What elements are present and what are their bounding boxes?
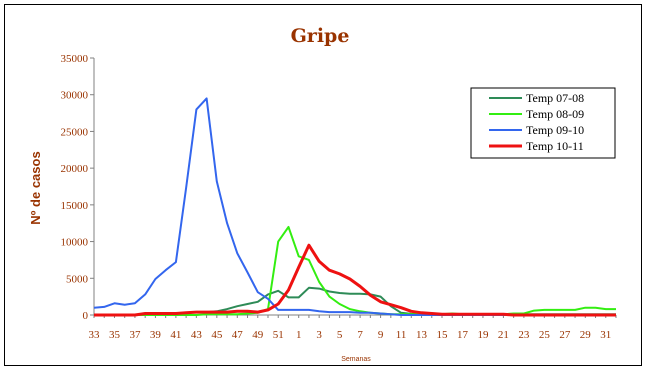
legend: Temp 07-08 Temp 08-09 Temp 09-10 Temp 10-11 (470, 87, 616, 159)
y-tick-label: 25000 (61, 126, 89, 138)
series-line-temp-08-09 (94, 225, 616, 316)
x-tick-label: 25 (539, 329, 551, 341)
x-axis-title: Semanas (341, 356, 371, 363)
x-ticks: 33 35 37 39 41 43 45 47 49 51 1 3 5 7 9 11 13 15 17 19 21 23 2… (89, 315, 617, 341)
x-tick-label: 31 (600, 329, 611, 341)
x-tick-label: 1 (296, 329, 302, 341)
y-axis-title: Nº de casos (28, 151, 43, 224)
chart-title: Gripe (291, 25, 350, 47)
x-tick-label: 45 (211, 329, 223, 341)
x-tick-label: 9 (378, 329, 384, 341)
y-tick-label: 15000 (61, 200, 89, 212)
y-tick-label: 35000 (61, 53, 89, 65)
x-tick-label: 37 (129, 329, 141, 341)
y-tick-label: 30000 (61, 90, 89, 102)
x-tick-label: 49 (252, 329, 264, 341)
x-tick-label: 27 (559, 329, 571, 341)
x-tick-label: 43 (191, 329, 203, 341)
x-tick-label: 29 (580, 329, 592, 341)
y-tick-label: 20000 (61, 163, 89, 175)
x-tick-label: 23 (518, 329, 530, 341)
legend-label: Temp 09-10 (526, 123, 584, 137)
y-ticks: 0 5000 10000 15000 20000 25000 30000 35000 (61, 53, 94, 322)
x-tick-label: 33 (89, 329, 101, 341)
x-tick-label: 41 (170, 329, 181, 341)
x-tick-label: 15 (437, 329, 449, 341)
legend-label: Temp 08-09 (526, 107, 584, 121)
y-tick-label: 5000 (66, 273, 89, 285)
series-lines (93, 97, 616, 317)
x-tick-label: 47 (232, 329, 244, 341)
x-tick-label: 3 (316, 329, 322, 341)
x-tick-label: 21 (498, 329, 509, 341)
x-tick-label: 13 (416, 329, 428, 341)
x-tick-label: 19 (477, 329, 489, 341)
x-tick-label: 51 (273, 329, 284, 341)
legend-label: Temp 07-08 (526, 91, 584, 105)
x-tick-label: 7 (357, 329, 363, 341)
x-tick-label: 39 (150, 329, 162, 341)
x-tick-label: 35 (109, 329, 121, 341)
legend-label: Temp 10-11 (526, 139, 584, 153)
x-tick-label: 5 (337, 329, 343, 341)
y-tick-label: 10000 (61, 237, 89, 249)
x-tick-label: 11 (396, 329, 407, 341)
series-line-temp-10-11 (94, 243, 616, 317)
x-tick-label: 17 (457, 329, 469, 341)
y-tick-label: 0 (83, 310, 89, 322)
